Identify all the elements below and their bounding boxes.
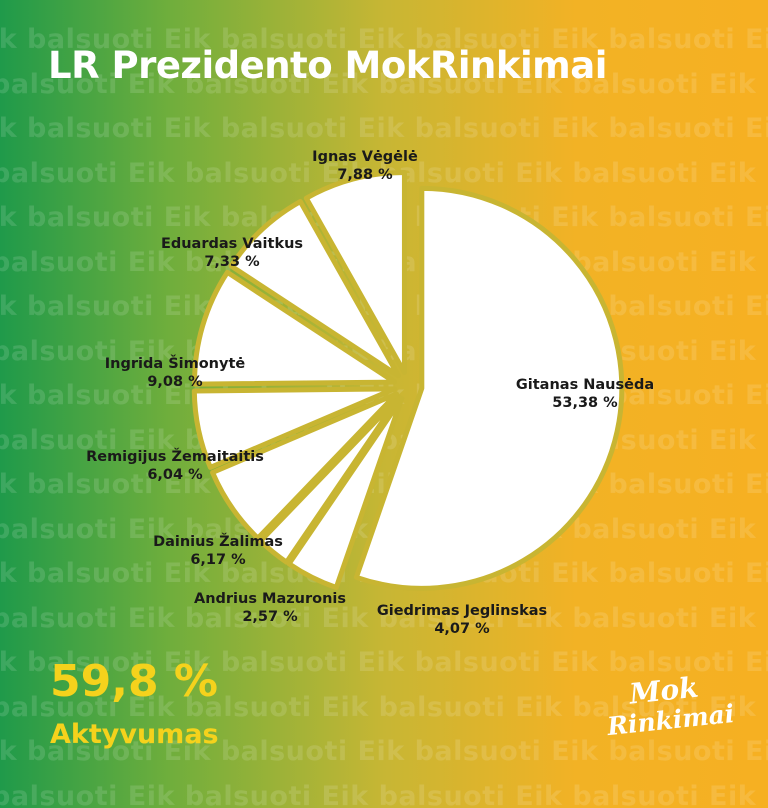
- turnout-value: 59,8 %: [50, 656, 218, 707]
- slice-name: Andrius Mazuronis: [194, 590, 346, 608]
- slice-name: Ingrida Šimonytė: [105, 355, 245, 373]
- slice-value: 7,33 %: [161, 253, 303, 271]
- slice-value: 7,88 %: [312, 166, 418, 184]
- slice-name: Giedrimas Jeglinskas: [377, 602, 547, 620]
- slice-value: 53,38 %: [516, 394, 654, 412]
- slice-name: Remigijus Žemaitaitis: [86, 448, 264, 466]
- slice-name: Ignas Vėgėlė: [312, 148, 418, 166]
- slice-value: 9,08 %: [105, 373, 245, 391]
- slice-value: 2,57 %: [194, 608, 346, 626]
- slice-name: Gitanas Nausėda: [516, 376, 654, 394]
- mokrinkimai-logo: Mok Rinkimai: [603, 670, 730, 752]
- turnout-label: Aktyvumas: [50, 719, 219, 750]
- slice-name: Dainius Žalimas: [153, 533, 283, 551]
- slice-name: Eduardas Vaitkus: [161, 235, 303, 253]
- slice-value: 4,07 %: [377, 620, 547, 638]
- slice-value: 6,04 %: [86, 466, 264, 484]
- slice-value: 6,17 %: [153, 551, 283, 569]
